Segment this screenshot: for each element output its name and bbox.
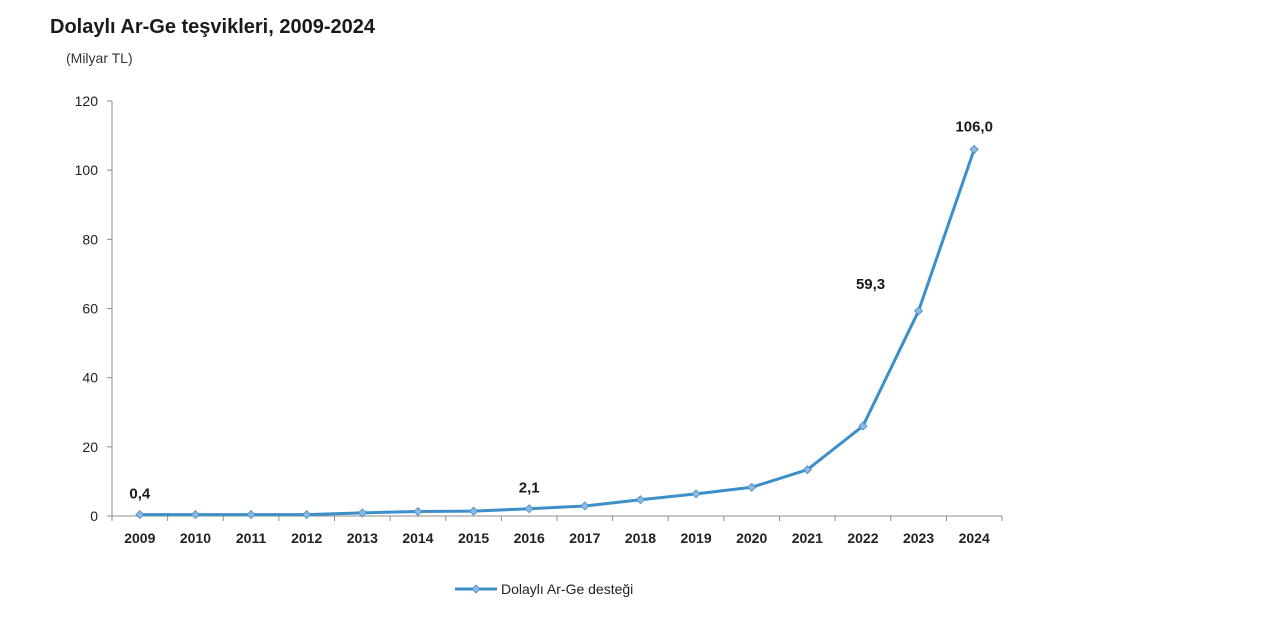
- data-label: 106,0: [955, 118, 993, 135]
- data-point: [413, 506, 423, 517]
- data-point: [969, 144, 979, 154]
- x-tick-label: 2016: [514, 530, 545, 546]
- legend-marker: [471, 584, 481, 594]
- data-point: [747, 482, 757, 492]
- y-tick-label: 120: [75, 93, 99, 109]
- x-tick-label: 2017: [569, 530, 600, 546]
- x-tick-label: 2019: [680, 530, 711, 546]
- y-axis-unit-label: (Milyar TL): [66, 50, 133, 66]
- series-line: [138, 147, 976, 517]
- x-tick-label: 2023: [903, 530, 934, 546]
- data-label: 59,3: [856, 276, 885, 293]
- series-layer: [135, 144, 979, 520]
- x-tick-label: 2011: [236, 530, 267, 546]
- data-labels: 0,4 2,1 59,3 106,0: [129, 118, 993, 502]
- data-point: [190, 510, 201, 520]
- x-tick-label: 2010: [180, 530, 211, 546]
- y-tick-label: 40: [82, 370, 98, 386]
- y-tick-label: 100: [75, 162, 99, 178]
- data-point: [357, 508, 367, 518]
- data-label: 2,1: [519, 480, 540, 497]
- y-tick-label: 20: [82, 439, 98, 455]
- x-tick-label: 2021: [792, 530, 823, 546]
- data-point: [246, 510, 256, 520]
- x-tick-label: 2024: [959, 530, 990, 546]
- data-point: [524, 504, 534, 514]
- data-point: [635, 495, 646, 505]
- data-point: [468, 506, 479, 516]
- x-tick-label: 2018: [625, 530, 656, 546]
- x-tick-label: 2013: [347, 530, 378, 546]
- legend-label: Dolaylı Ar-Ge desteği: [501, 581, 633, 597]
- data-point: [802, 465, 812, 475]
- data-point: [580, 501, 590, 511]
- data-point: [858, 421, 868, 431]
- data-point: [135, 510, 145, 520]
- y-tick-label: 60: [82, 301, 98, 317]
- y-tick-label: 80: [82, 231, 98, 247]
- legend: Dolaylı Ar-Ge desteği: [455, 581, 633, 597]
- data-label: 0,4: [129, 486, 151, 503]
- data-point: [302, 510, 312, 520]
- y-tick-label: 0: [90, 508, 98, 524]
- chart-title: Dolaylı Ar-Ge teşvikleri, 2009-2024: [50, 16, 375, 38]
- x-tick-label: 2022: [847, 530, 878, 546]
- data-point: [913, 306, 924, 316]
- data-point: [691, 489, 701, 499]
- x-tick-label: 2009: [124, 530, 155, 546]
- x-tick-label: 2012: [291, 530, 322, 546]
- x-tick-label: 2014: [402, 530, 433, 546]
- x-tick-label: 2020: [736, 530, 767, 546]
- x-tick-label: 2015: [458, 530, 489, 546]
- axes: 0 20 40 60 80 100 120 2009 2010 2011 2012 2013 2014 2…: [75, 93, 1003, 546]
